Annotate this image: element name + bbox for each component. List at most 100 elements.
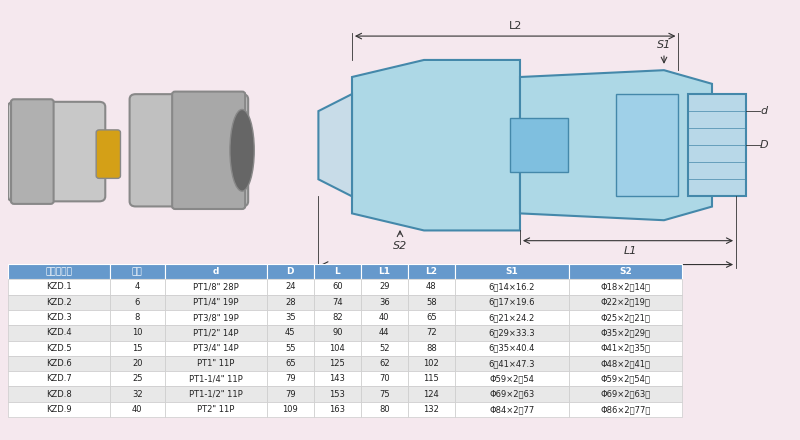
Bar — [314, 356, 361, 371]
Text: 70: 70 — [379, 374, 390, 383]
Bar — [408, 264, 455, 279]
Text: Φ59×2角54角: Φ59×2角54角 — [601, 374, 650, 383]
Text: 28: 28 — [285, 298, 295, 307]
Text: 125: 125 — [330, 359, 345, 368]
Bar — [408, 295, 455, 310]
Bar — [455, 264, 569, 279]
Text: 32: 32 — [132, 390, 142, 399]
Bar — [361, 310, 408, 325]
Text: 4: 4 — [134, 282, 140, 291]
Text: PT1/4" 19P: PT1/4" 19P — [193, 298, 238, 307]
Text: L: L — [522, 273, 528, 283]
Bar — [361, 402, 408, 417]
Text: 24: 24 — [285, 282, 295, 291]
Text: KZD.7: KZD.7 — [46, 374, 72, 383]
Text: S1: S1 — [506, 267, 518, 276]
Bar — [165, 310, 266, 325]
Text: KZD.8: KZD.8 — [46, 390, 72, 399]
Text: Φ69×2角63角: Φ69×2角63角 — [600, 390, 650, 399]
Text: 65: 65 — [426, 313, 437, 322]
Text: 6角35×40.4: 6角35×40.4 — [489, 344, 535, 353]
Text: 6角29×33.3: 6角29×33.3 — [489, 328, 535, 337]
Text: 15: 15 — [132, 344, 142, 353]
Text: PT1-1/2" 11P: PT1-1/2" 11P — [189, 390, 242, 399]
Text: d: d — [760, 106, 767, 116]
Bar — [266, 295, 314, 310]
Bar — [165, 402, 266, 417]
Bar — [8, 279, 110, 295]
Bar — [361, 386, 408, 402]
Text: Φ25×2角21角: Φ25×2角21角 — [601, 313, 650, 322]
Bar — [569, 325, 682, 341]
Bar — [165, 356, 266, 371]
FancyBboxPatch shape — [8, 102, 106, 202]
Text: PT1" 11P: PT1" 11P — [197, 359, 234, 368]
FancyBboxPatch shape — [172, 92, 245, 209]
Bar — [110, 264, 165, 279]
Bar — [314, 310, 361, 325]
Text: 55: 55 — [285, 344, 295, 353]
Bar — [314, 371, 361, 386]
Bar — [408, 386, 455, 402]
Bar — [455, 402, 569, 417]
Text: Φ84×2角77: Φ84×2角77 — [489, 405, 534, 414]
Text: KZD.9: KZD.9 — [46, 405, 72, 414]
Text: 25: 25 — [132, 374, 142, 383]
Text: Φ59×2角54: Φ59×2角54 — [490, 374, 534, 383]
Text: 規格／型号: 規格／型号 — [46, 267, 72, 276]
Text: 29: 29 — [379, 282, 390, 291]
Text: D: D — [286, 267, 294, 276]
Text: 62: 62 — [379, 359, 390, 368]
Text: 132: 132 — [423, 405, 439, 414]
Bar — [408, 310, 455, 325]
Bar — [165, 371, 266, 386]
Text: S2: S2 — [619, 267, 632, 276]
Bar — [266, 264, 314, 279]
Bar — [8, 402, 110, 417]
Text: 6角41×47.3: 6角41×47.3 — [489, 359, 535, 368]
Bar — [110, 310, 165, 325]
Bar — [266, 279, 314, 295]
Text: 115: 115 — [423, 374, 439, 383]
Text: KZD.5: KZD.5 — [46, 344, 72, 353]
Bar — [455, 310, 569, 325]
Text: 80: 80 — [379, 405, 390, 414]
Bar — [266, 356, 314, 371]
Text: 60: 60 — [332, 282, 342, 291]
Bar — [361, 264, 408, 279]
Bar — [8, 264, 110, 279]
Text: L2: L2 — [509, 21, 522, 31]
Bar — [455, 325, 569, 341]
Text: 44: 44 — [379, 328, 390, 337]
Bar — [361, 371, 408, 386]
Bar — [165, 279, 266, 295]
Text: 40: 40 — [132, 405, 142, 414]
Text: Φ48×2角41角: Φ48×2角41角 — [601, 359, 650, 368]
Bar — [165, 295, 266, 310]
Text: KZD.1: KZD.1 — [46, 282, 72, 291]
Bar — [569, 386, 682, 402]
Bar — [110, 356, 165, 371]
Bar — [8, 310, 110, 325]
Bar — [314, 386, 361, 402]
Bar — [569, 341, 682, 356]
Bar — [569, 295, 682, 310]
Text: Φ86×2角77角: Φ86×2角77角 — [600, 405, 650, 414]
Bar — [110, 371, 165, 386]
Ellipse shape — [230, 110, 254, 191]
FancyBboxPatch shape — [11, 99, 54, 204]
Text: 58: 58 — [426, 298, 437, 307]
Text: 143: 143 — [330, 374, 346, 383]
Bar — [266, 371, 314, 386]
Text: d: d — [213, 267, 219, 276]
Bar — [569, 371, 682, 386]
Text: KZD.6: KZD.6 — [46, 359, 72, 368]
Text: 102: 102 — [423, 359, 439, 368]
Bar — [8, 295, 110, 310]
Bar — [110, 295, 165, 310]
Bar — [8, 371, 110, 386]
Text: PT1/2" 14P: PT1/2" 14P — [193, 328, 238, 337]
Polygon shape — [520, 70, 712, 220]
Bar — [408, 279, 455, 295]
Bar — [455, 371, 569, 386]
